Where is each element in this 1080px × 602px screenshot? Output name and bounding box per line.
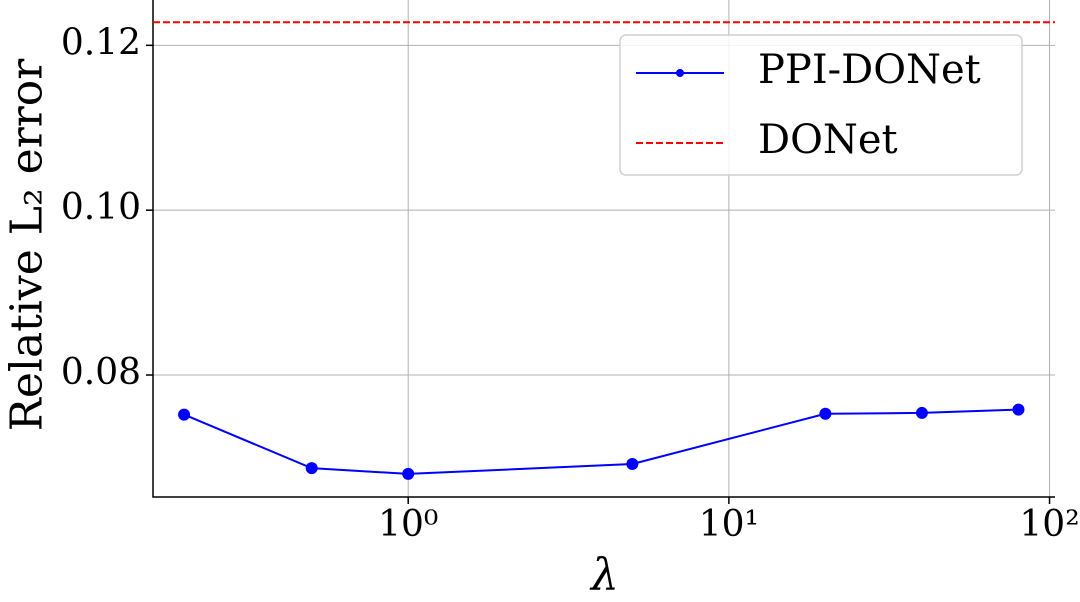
data-point [1012,403,1025,416]
legend-marker [676,69,684,77]
data-point [178,408,191,421]
y-tick-label: 0.08 [61,352,141,393]
legend-label: PPI-DONet [758,47,981,93]
data-point [626,458,639,471]
legend-label: DONet [758,117,898,163]
y-tick-label: 0.12 [61,22,141,63]
data-point [305,462,318,475]
y-axis-title: Relative L₂ error [2,58,53,432]
axes-frame [152,0,1055,498]
legend-box [619,34,1023,176]
x-tick-label: 10¹ [699,504,759,545]
y-tick-label: 0.10 [61,187,141,228]
x-tick-label: 10² [1019,504,1079,545]
data-point [819,407,832,420]
x-tick-label: 10⁰ [378,504,438,545]
data-point [915,406,928,419]
x-axis-title: λ [589,550,619,601]
data-point [402,467,415,480]
